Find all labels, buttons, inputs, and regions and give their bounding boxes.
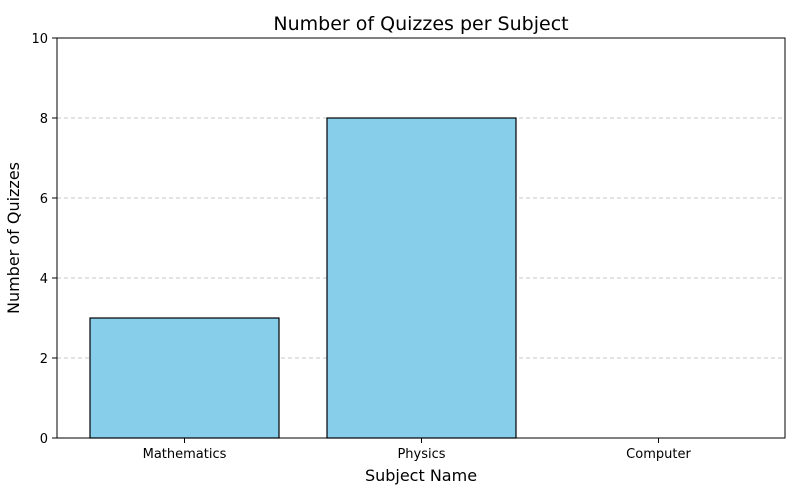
- x-axis-ticks: Mathematics Physics Computer: [143, 438, 691, 462]
- y-tick-label: 0: [40, 432, 48, 447]
- bar-mathematics: [89, 317, 280, 439]
- bar-physics: [326, 117, 517, 439]
- x-tick-label: Computer: [626, 447, 691, 462]
- y-tick-label: 2: [40, 352, 48, 367]
- x-axis-title: Subject Name: [365, 466, 477, 485]
- y-tick-label: 6: [40, 192, 48, 207]
- y-axis-title: Number of Quizzes: [4, 162, 23, 314]
- y-tick-label: 8: [40, 112, 48, 127]
- chart-title: Number of Quizzes per Subject: [273, 13, 568, 35]
- y-tick-label: 10: [31, 32, 48, 47]
- x-tick-label: Mathematics: [143, 447, 227, 462]
- y-axis-ticks: 0 2 4 6 8 10: [31, 32, 57, 447]
- y-tick-label: 4: [40, 272, 48, 287]
- x-tick-label: Physics: [397, 447, 445, 462]
